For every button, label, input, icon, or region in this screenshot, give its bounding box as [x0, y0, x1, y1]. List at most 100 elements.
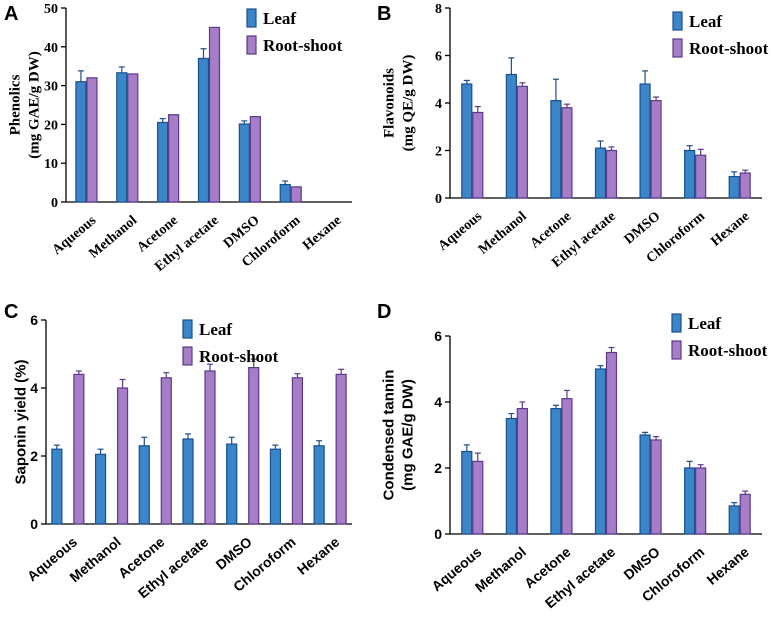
legend-label: Leaf — [689, 12, 722, 31]
y-tick-label: 4 — [434, 394, 442, 410]
y-axis-title: (mg GAE/g DW) — [399, 379, 416, 491]
bar-leaf-ethyl-acetate — [594, 368, 607, 535]
bar-leaf-dmso — [639, 83, 651, 199]
panel-label: A — [4, 3, 18, 25]
bar-root-shoot-aqueous — [472, 111, 484, 199]
bar-root-shoot-hexane — [739, 493, 751, 535]
bar-leaf-chloroform — [684, 149, 696, 199]
bar-root-shoot-ethyl-acetate — [208, 26, 221, 203]
bar-leaf-ethyl-acetate — [594, 147, 607, 199]
legend-swatch — [182, 319, 193, 339]
legend-swatch — [672, 38, 683, 58]
bar-leaf-methanol — [94, 453, 107, 525]
legend-label: Root-shoot — [688, 341, 768, 360]
legend-label: Root-shoot — [199, 347, 279, 366]
bar-root-shoot-dmso — [248, 367, 260, 525]
bar-root-shoot-hexane — [335, 373, 347, 525]
bar-leaf-ethyl-acetate — [182, 438, 194, 525]
legend-swatch — [246, 35, 257, 55]
bar-root-shoot-acetone — [561, 107, 573, 199]
bar-leaf-hexane — [313, 445, 325, 525]
y-tick-label: 10 — [44, 157, 58, 172]
bar-leaf-methanol — [505, 73, 517, 199]
bar-leaf-chloroform — [269, 448, 282, 525]
bar-leaf-acetone — [550, 408, 562, 535]
bar-leaf-chloroform — [684, 467, 696, 535]
bar-leaf-acetone — [138, 445, 150, 525]
y-tick-label: 6 — [435, 50, 442, 65]
y-tick-label: 0 — [51, 196, 58, 211]
bar-root-shoot-hexane — [739, 172, 751, 199]
bar-root-shoot-acetone — [168, 114, 180, 203]
panel-label: C — [4, 301, 18, 323]
bar-root-shoot-acetone — [160, 377, 172, 525]
bar-leaf-acetone — [157, 121, 169, 203]
bar-leaf-dmso — [238, 123, 250, 203]
y-tick-label: 50 — [44, 2, 58, 17]
bar-root-shoot-chloroform — [695, 467, 707, 535]
y-tick-label: 0 — [434, 526, 442, 542]
bar-root-shoot-ethyl-acetate — [605, 351, 618, 535]
legend-label: Leaf — [263, 9, 296, 28]
bar-root-shoot-chloroform — [290, 186, 302, 203]
bar-leaf-hexane — [728, 176, 740, 199]
bar-root-shoot-dmso — [650, 439, 662, 535]
bar-root-shoot-methanol — [127, 73, 139, 203]
bar-leaf-aqueous — [75, 81, 87, 203]
bar-leaf-dmso — [639, 434, 651, 535]
bar-root-shoot-aqueous — [73, 373, 85, 525]
x-tick-label: DMSO — [622, 209, 664, 248]
bar-root-shoot-dmso — [650, 100, 662, 199]
legend-swatch — [246, 8, 257, 28]
bar-leaf-dmso — [226, 443, 238, 525]
bar-root-shoot-chloroform — [695, 154, 707, 199]
y-tick-label: 0 — [30, 516, 38, 532]
legend-label: Leaf — [199, 320, 232, 339]
bar-root-shoot-aqueous — [86, 77, 98, 203]
bar-root-shoot-chloroform — [291, 377, 304, 525]
y-tick-label: 40 — [44, 41, 58, 56]
y-tick-label: 20 — [44, 118, 58, 133]
bar-leaf-methanol — [505, 417, 517, 535]
bar-leaf-ethyl-acetate — [197, 57, 210, 203]
bar-leaf-acetone — [550, 100, 562, 199]
y-axis-title: Saponin yield (%) — [12, 359, 29, 484]
y-tick-label: 2 — [435, 145, 442, 160]
x-tick-label: Hexane — [708, 209, 752, 249]
y-tick-label: 0 — [435, 192, 442, 207]
x-tick-label: Methanol — [476, 209, 530, 258]
y-tick-label: 2 — [30, 448, 38, 464]
legend-swatch — [671, 313, 682, 333]
panel-label: D — [377, 301, 391, 323]
x-tick-label: Hexane — [703, 543, 752, 587]
y-tick-label: 8 — [435, 2, 442, 17]
y-axis-title: (mg GAE/g DW) — [26, 51, 42, 159]
bar-root-shoot-methanol — [516, 85, 528, 199]
legend-swatch — [671, 340, 682, 360]
bar-leaf-hexane — [728, 505, 740, 535]
y-tick-label: 4 — [435, 97, 442, 112]
y-tick-label: 30 — [44, 80, 58, 95]
y-axis-title: Flavonoids — [381, 68, 397, 138]
y-tick-label: 2 — [434, 460, 442, 476]
legend-label: Root-shoot — [689, 39, 769, 58]
legend-label: Root-shoot — [263, 36, 343, 55]
bar-root-shoot-ethyl-acetate — [204, 370, 216, 525]
legend-swatch — [182, 346, 193, 366]
bar-root-shoot-ethyl-acetate — [605, 149, 618, 199]
y-axis-title: Phenolics — [7, 74, 23, 135]
y-tick-label: 6 — [30, 312, 38, 328]
y-tick-label: 4 — [30, 380, 38, 396]
bar-root-shoot-acetone — [561, 398, 573, 535]
bar-leaf-aqueous — [461, 450, 473, 535]
bar-root-shoot-methanol — [116, 387, 129, 525]
x-tick-label: Hexane — [300, 213, 344, 253]
bar-root-shoot-methanol — [516, 408, 528, 535]
bar-root-shoot-dmso — [249, 116, 261, 203]
y-axis-title: (mg QE/g DW) — [400, 55, 416, 152]
